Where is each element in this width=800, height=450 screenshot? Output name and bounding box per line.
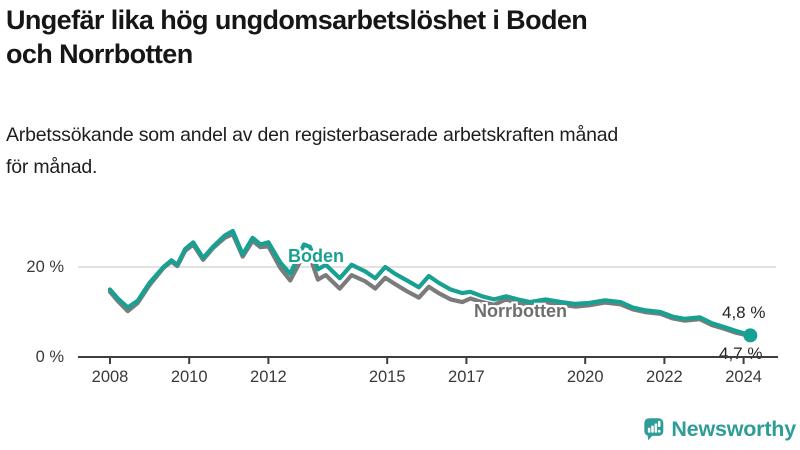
y-axis-label-20: 20 % xyxy=(26,258,64,276)
series-label-norrbotten: Norrbotten xyxy=(474,301,567,321)
series-line-boden xyxy=(107,228,753,338)
series-label-boden: Boden xyxy=(288,246,344,266)
x-axis-label-2012: 2012 xyxy=(250,368,287,386)
series-line-norrbotten xyxy=(107,232,753,338)
y-axis-label-0: 0 % xyxy=(35,348,64,366)
x-axis-label-2017: 2017 xyxy=(448,368,485,386)
newsworthy-wordmark: Newsworthy xyxy=(671,416,796,441)
chart-subtitle-line-2: för månad. xyxy=(6,156,98,178)
page-title-line-2: och Norrbotten xyxy=(6,39,193,69)
norrbotten-end-dot xyxy=(745,330,756,341)
x-axis-label-2024: 2024 xyxy=(725,368,762,386)
x-axis-label-2010: 2010 xyxy=(170,368,208,386)
page-title-line-1: Ungefär lika hög ungdomsarbetslöshet i B… xyxy=(6,5,588,35)
x-axis-label-2008: 2008 xyxy=(91,368,129,386)
x-axis-label-2020: 2020 xyxy=(566,368,604,386)
x-axis-label-2022: 2022 xyxy=(646,368,683,386)
chart-subtitle-line-1: Arbetssökande som andel av den registerb… xyxy=(6,124,619,146)
norrbotten-end-value-label: 4,7 % xyxy=(719,344,763,363)
boden-end-dot xyxy=(743,328,758,343)
bar-chart-speech-bubble-icon xyxy=(644,417,664,440)
newsworthy-logo[interactable]: Newsworthy xyxy=(644,413,796,445)
boden-end-value-label: 4,8 % xyxy=(722,303,766,322)
x-axis-label-2015: 2015 xyxy=(368,368,406,386)
